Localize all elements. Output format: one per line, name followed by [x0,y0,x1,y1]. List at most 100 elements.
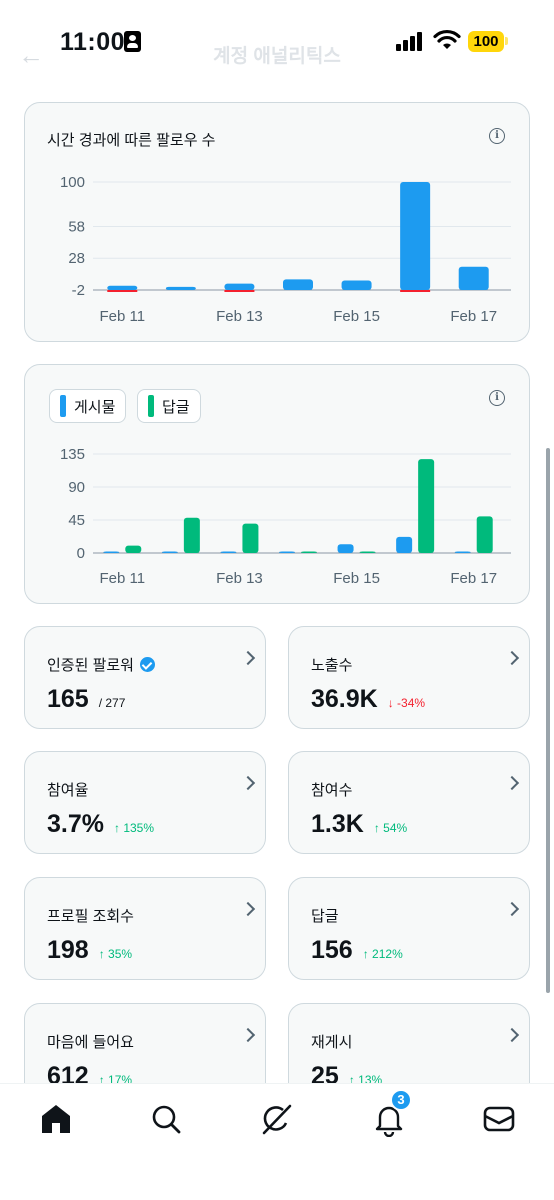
stat-card[interactable]: 노출수 36.9K ↓ -34% [288,626,530,729]
stat-value: 165 [47,685,89,713]
legend-replies-toggle[interactable]: 답글 [137,389,201,423]
bar-followers-gain [458,266,489,290]
stat-card[interactable]: 답글 156 ↑ 212% [288,877,530,980]
chart-title: 시간 경과에 따른 팔로우 수 [47,132,216,149]
messages-icon[interactable] [481,1101,517,1137]
stat-value: 36.9K [311,685,378,713]
scrollbar[interactable] [546,448,550,993]
grok-icon[interactable] [259,1101,295,1137]
bar-posts [454,551,471,553]
battery-indicator: 100 [468,31,504,52]
x-tick-label: Feb 17 [450,308,497,325]
stat-value: 156 [311,936,353,964]
bar-followers-gain [165,286,196,290]
bar-followers-gain [107,285,138,290]
stat-label-text: 노출수 [311,657,353,674]
bar-replies [125,545,142,553]
stat-label: 재게시 [311,1031,352,1052]
bar-replies [242,523,259,553]
stat-label: 마음에 들어요 [47,1031,134,1052]
y-tick-label: 135 [60,446,85,463]
stat-label: 답글 [311,905,339,926]
bar-posts [161,551,178,553]
chevron-right-icon [240,1027,256,1043]
x-tick-label: Feb 15 [333,308,380,325]
search-icon[interactable] [148,1101,184,1137]
notifications-icon [375,1106,403,1138]
stat-label: 프로필 조회수 [47,905,134,926]
x-tick-label: Feb 11 [99,570,145,587]
bottom-navigation: 3 [0,1083,554,1200]
info-icon[interactable]: i [489,390,505,406]
notifications-tab[interactable]: 3 [371,1089,412,1138]
stat-label: 참여율 [47,779,88,800]
stat-value-row: 1.3K ↑ 54% [311,810,407,839]
stat-card[interactable]: 프로필 조회수 198 ↑ 35% [24,877,266,980]
stat-value: 198 [47,936,89,964]
legend-posts-label: 게시물 [74,398,116,416]
verified-badge-icon [139,657,155,672]
stat-label: 참여수 [311,779,352,800]
y-tick-label: 100 [60,174,85,191]
stat-label-text: 재게시 [311,1034,353,1051]
stat-value-row: 3.7% ↑ 135% [47,810,154,839]
followers-chart-card: 시간 경과에 따른 팔로우 수 i 100 58 28 -2 Feb 11 Feb 13 F… [24,102,530,342]
chevron-right-icon [504,650,520,666]
stat-card[interactable]: 참여율 3.7% ↑ 135% [24,751,266,854]
bar-posts [396,536,413,553]
stat-label-text: 마음에 들어요 [47,1034,134,1051]
x-tick-label: Feb 11 [99,308,145,325]
legend-posts-toggle[interactable]: 게시물 [49,389,127,423]
bar-posts [279,551,295,553]
bar-followers-loss [107,290,138,292]
y-tick-label: 0 [77,545,85,562]
bar-followers-gain [400,182,431,290]
x-tick-label: Feb 15 [333,570,380,587]
y-tick-label: 58 [68,218,85,235]
notification-badge: 3 [390,1089,412,1111]
wifi-icon [433,29,461,49]
home-icon[interactable] [38,1101,74,1137]
stat-value-row: 198 ↑ 35% [47,936,132,965]
page-title: 계정 애널리틱스 [213,46,341,67]
back-arrow-icon[interactable]: ← [18,40,44,70]
stat-label-text: 참여율 [47,782,89,799]
cellular-signal-icon [396,31,426,51]
stat-value: 3.7% [47,810,104,838]
status-bar: ← 계정 애널리틱스 11:00 100 [0,0,554,84]
bar-followers-loss [400,290,431,292]
bar-replies [301,551,317,553]
bar-posts [220,551,237,553]
bar-replies [359,551,376,553]
stat-value: 1.3K [311,810,364,838]
followers-chart: 100 58 28 -2 Feb 11 Feb 13 Feb 15 Feb 17 [60,174,511,325]
stat-label-text: 참여수 [311,782,353,799]
stat-value-row: 36.9K ↓ -34% [311,685,425,714]
top-app-bar: ← 계정 애널리틱스 [0,36,554,70]
info-icon[interactable]: i [489,128,505,144]
stat-value-row: 156 ↑ 212% [311,936,403,965]
bar-posts [103,551,120,553]
stat-card[interactable]: 참여수 1.3K ↑ 54% [288,751,530,854]
bar-followers-gain [283,279,313,290]
stat-label-text: 인증된 팔로워 [47,657,134,674]
id-card-icon [124,31,141,52]
y-tick-label: 28 [68,250,85,267]
posts-replies-chart-card: 게시물 답글 i 135 90 45 0 Feb 11 Feb 13 Feb 15 Feb 1… [24,364,530,604]
y-tick-label: 90 [68,479,85,496]
legend-swatch-posts [60,395,66,417]
chevron-right-icon [504,775,520,791]
battery-tip [505,37,508,45]
stat-change: / 277 [98,696,126,710]
stat-card[interactable]: 인증된 팔로워 165 / 277 [24,626,266,729]
stat-value-row: 165 / 277 [47,685,125,714]
stat-change: ↑ 54% [373,821,408,835]
legend-replies-label: 답글 [162,398,190,416]
y-tick-label: -2 [72,282,85,299]
bar-replies [418,459,435,553]
x-tick-label: Feb 13 [216,570,263,587]
bar-posts [337,544,354,553]
chevron-right-icon [504,901,520,917]
stat-change: ↓ -34% [387,696,426,710]
bar-replies [476,516,493,553]
